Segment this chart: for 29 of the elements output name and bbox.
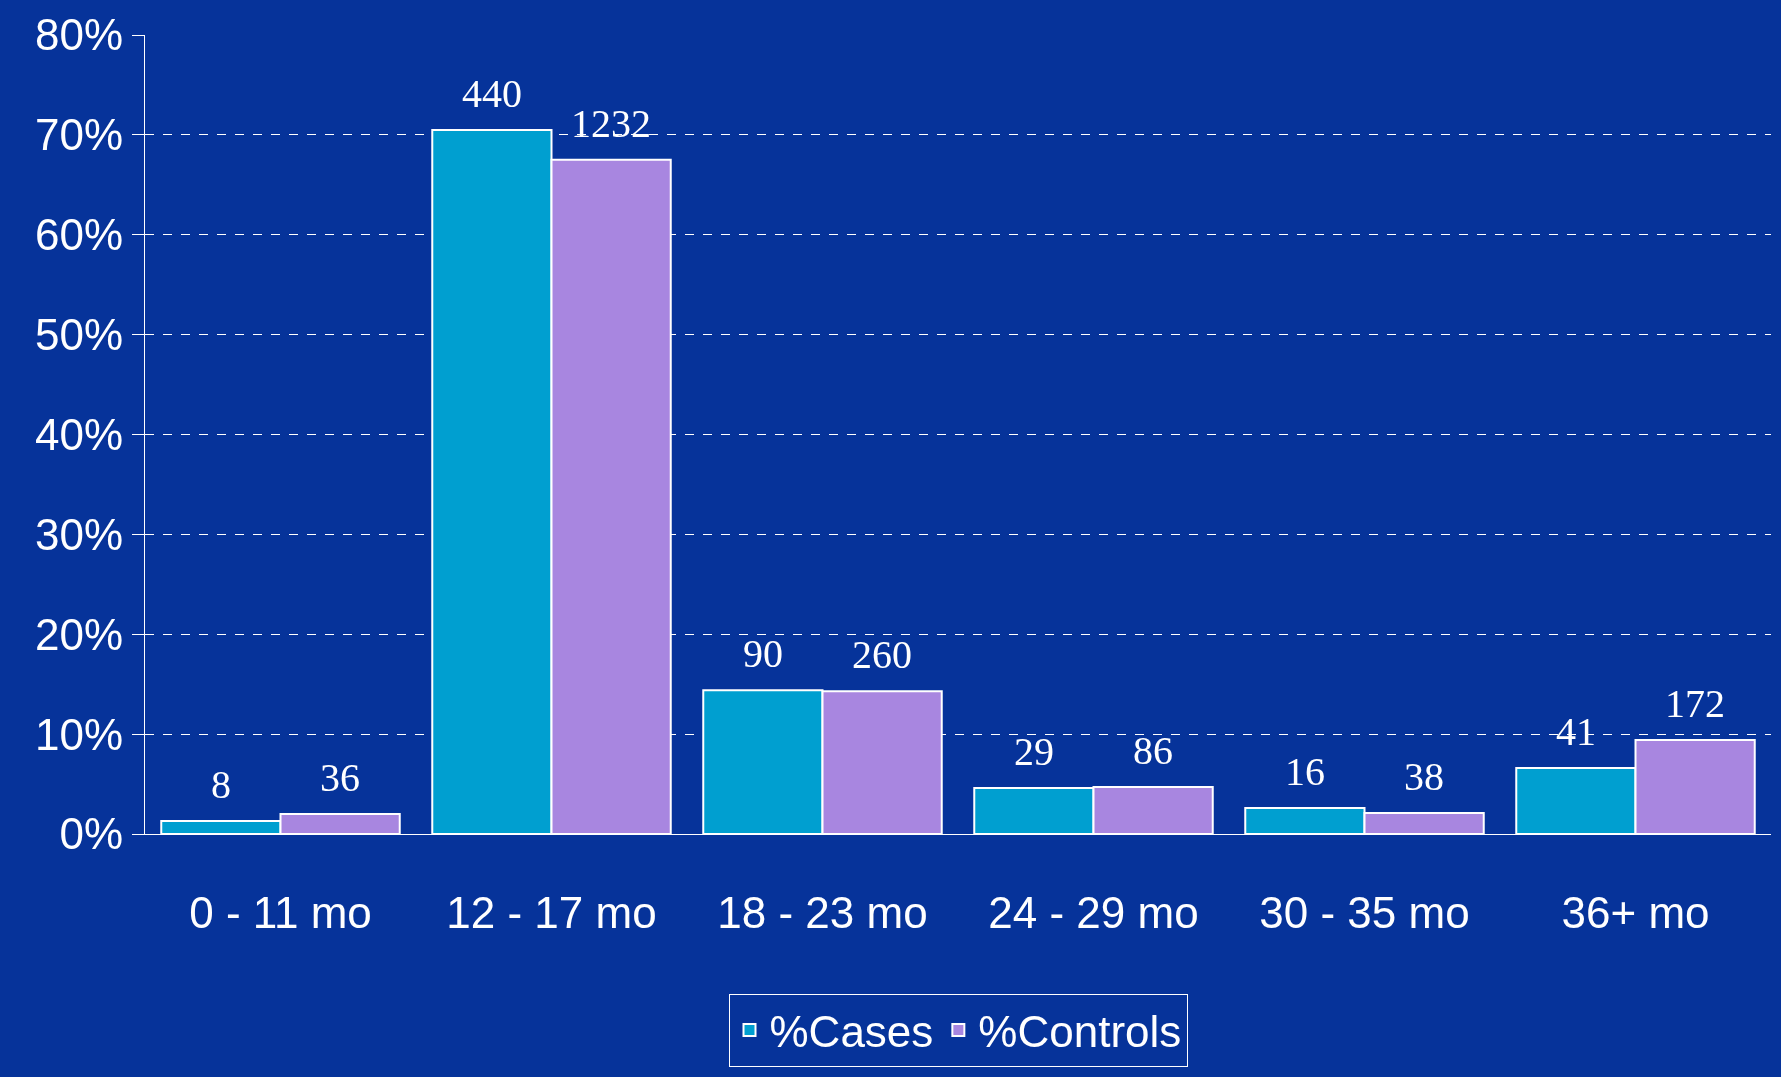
x-tick-label: 24 - 29 mo [988, 887, 1199, 937]
annotation: 1232 [571, 101, 651, 146]
annotation: 86 [1133, 728, 1173, 773]
y-tick-label: 70% [35, 110, 124, 160]
y-tick-label: 20% [35, 609, 124, 659]
x-tick-label: 18 - 23 mo [717, 887, 928, 937]
annotation: 41 [1556, 709, 1596, 754]
x-tick-label: 12 - 17 mo [446, 887, 657, 937]
y-tick-label: 50% [35, 310, 124, 360]
legend-label: %Controls [978, 1007, 1182, 1057]
annotation: 260 [852, 632, 912, 677]
y-tick-label: 80% [35, 10, 124, 60]
annotation: 440 [462, 71, 522, 116]
y-tick-label: 60% [35, 210, 124, 260]
annotation: 172 [1665, 681, 1725, 726]
annotation: 38 [1404, 754, 1444, 799]
annotation: 36 [320, 755, 360, 800]
y-tick-label: 40% [35, 409, 124, 459]
legend-label: %Cases [769, 1007, 934, 1057]
annotation: 29 [1014, 729, 1054, 774]
annotation: 90 [743, 631, 783, 676]
y-tick-label: 30% [35, 509, 124, 559]
x-tick-label: 30 - 35 mo [1259, 887, 1470, 937]
y-tick-label: 10% [35, 709, 124, 759]
x-tick-label: 0 - 11 mo [189, 887, 372, 937]
annotation: 16 [1285, 749, 1325, 794]
x-tick-label: 36+ mo [1561, 887, 1710, 937]
annotation: 8 [211, 762, 231, 807]
y-tick-label: 0% [59, 809, 124, 859]
